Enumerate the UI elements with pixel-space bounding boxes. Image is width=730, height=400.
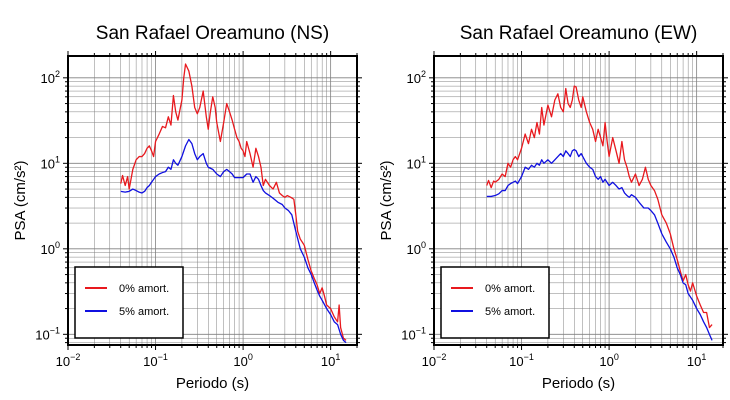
legend-box	[74, 266, 184, 339]
y-tick-label: 101	[41, 154, 60, 171]
chart-title: San Rafael Oreamuno (EW)	[460, 23, 698, 44]
tick-marks	[63, 51, 362, 350]
y-tick-label: 102	[41, 69, 60, 86]
x-tick-label: 101	[687, 352, 706, 369]
legend: 0% amort. 5% amort.	[74, 266, 184, 339]
y-tick-label: 10−1	[35, 325, 60, 342]
legend-label-0: 0% amort.	[485, 283, 535, 295]
series-line-1	[120, 138, 347, 344]
y-axis-label: PSA (cm/s²)	[378, 160, 395, 240]
tick-marks	[429, 51, 728, 350]
x-tick-label: 101	[321, 352, 340, 369]
legend: 0% amort. 5% amort.	[440, 266, 550, 339]
x-tick-label: 10−2	[56, 352, 81, 369]
y-tick-label: 100	[41, 240, 60, 257]
y-tick-label: 100	[407, 240, 426, 257]
chart-panel-0: 10−2 10−1 100 101 10−1 100 101 102 San Rafael Or…	[12, 23, 362, 392]
legend-label-0: 0% amort.	[119, 283, 169, 295]
chart-title: San Rafael Oreamuno (NS)	[96, 23, 329, 44]
y-tick-label: 101	[407, 154, 426, 171]
x-axis-label: Periodo (s)	[176, 375, 249, 392]
series-line-1	[486, 148, 713, 341]
chart-panel-1: 10−2 10−1 100 101 10−1 100 101 102 San Rafael Or…	[378, 23, 728, 392]
series-line-0	[120, 63, 347, 341]
plot-frame	[67, 55, 358, 346]
plot-frame	[433, 55, 724, 346]
legend-box	[440, 266, 550, 339]
x-tick-label: 100	[233, 352, 252, 369]
x-tick-label: 10−2	[422, 352, 447, 369]
x-tick-label: 100	[599, 352, 618, 369]
y-axis-label: PSA (cm/s²)	[12, 160, 29, 240]
legend-label-1: 5% amort.	[119, 306, 169, 318]
x-tick-label: 10−1	[143, 352, 168, 369]
series-line-0	[486, 85, 713, 329]
y-tick-label: 102	[407, 69, 426, 86]
legend-label-1: 5% amort.	[485, 306, 535, 318]
x-tick-label: 10−1	[509, 352, 534, 369]
y-tick-label: 10−1	[401, 325, 426, 342]
x-axis-label: Periodo (s)	[542, 375, 615, 392]
